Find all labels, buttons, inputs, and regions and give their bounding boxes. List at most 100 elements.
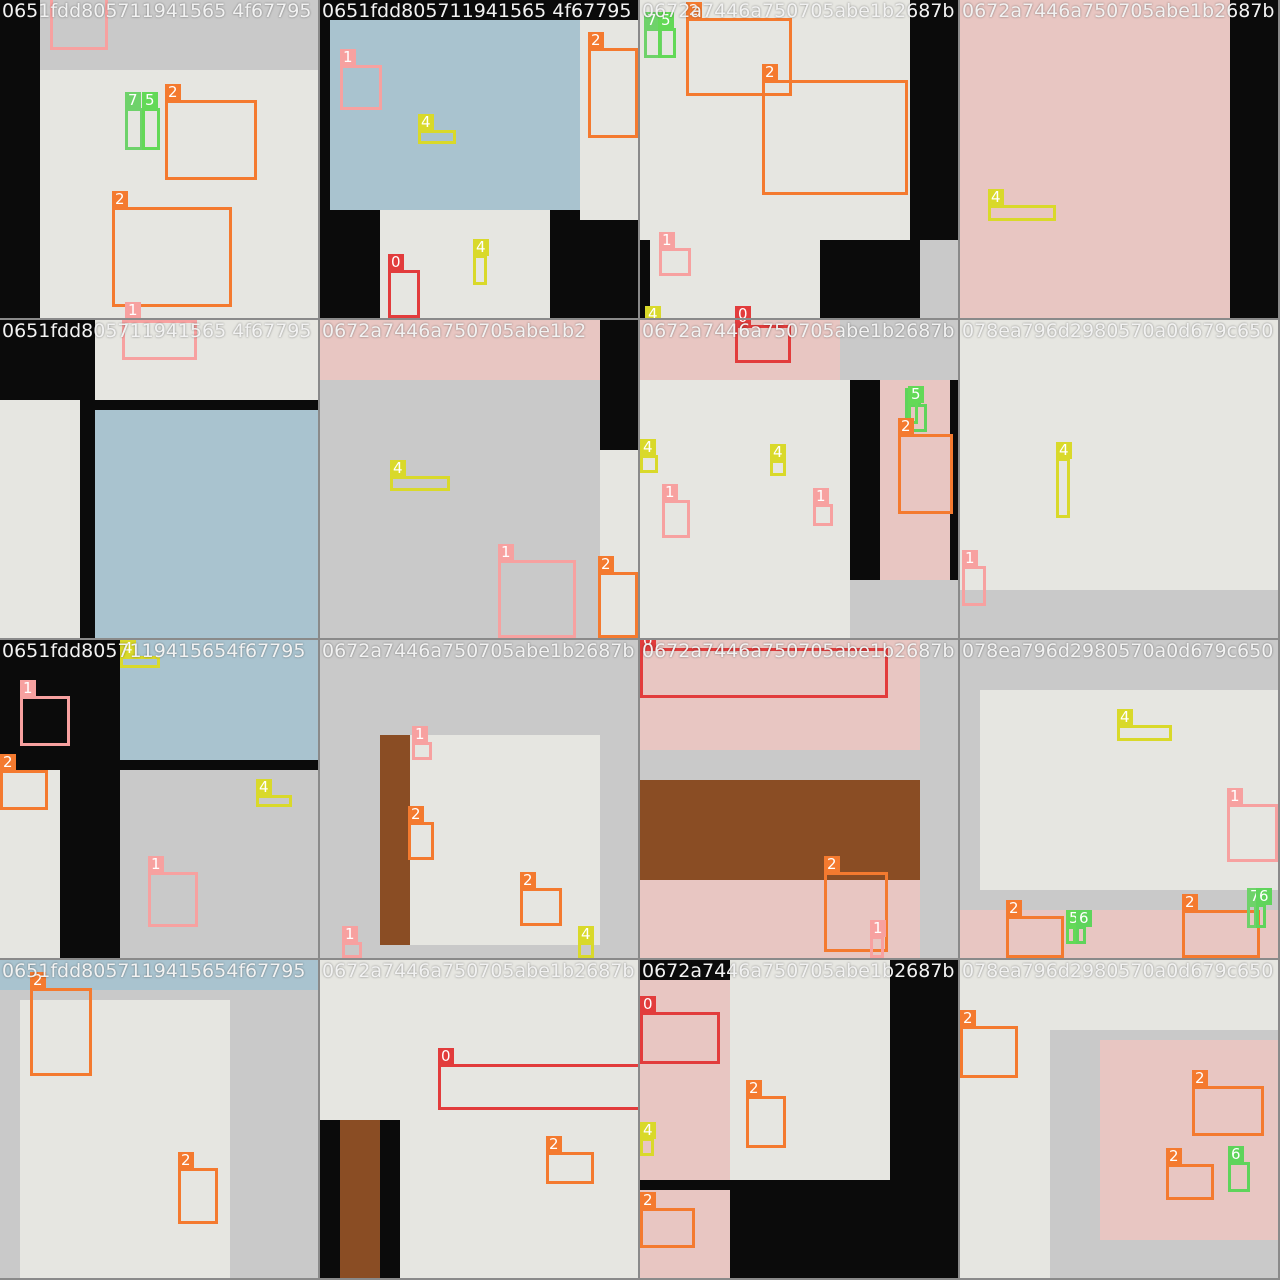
detection-class-label: 1 xyxy=(412,726,428,743)
detection-box: 4 xyxy=(256,779,292,807)
detection-box: 5 xyxy=(142,92,160,150)
photo-region xyxy=(0,400,80,638)
mosaic-tile: 0672a7446a750705abe1b2687b04411652 xyxy=(640,320,958,638)
detection-class-label: 2 xyxy=(1006,900,1022,917)
tile-filename: 0672a7446a750705abe1b2687b xyxy=(322,960,635,982)
photo-region xyxy=(650,240,820,318)
mosaic-tile: 0672a7446a750705abe1b2687b 0 2 1 xyxy=(640,640,958,958)
detection-box: 2 xyxy=(0,754,48,810)
photo-region xyxy=(380,735,600,945)
detection-box: 1 xyxy=(148,856,198,927)
mosaic-tile: 078ea796d2980570a0d679c650 4 1 xyxy=(960,320,1278,638)
detection-box: 2 xyxy=(898,418,953,514)
detection-class-label: 1 xyxy=(498,544,514,561)
detection-box: 6 xyxy=(1256,888,1272,928)
detection-class-label: 1 xyxy=(962,550,978,567)
tile-filename: 0672a7446a750705abe1b2687b xyxy=(642,640,955,662)
detection-class-label: 2 xyxy=(1166,1148,1182,1165)
detection-class-label: 2 xyxy=(112,191,128,208)
detection-box: 4 xyxy=(578,926,594,958)
detection-box: 4 xyxy=(1056,442,1072,518)
photo-region xyxy=(640,0,910,240)
detection-class-label: 2 xyxy=(0,754,16,771)
detection-box: 2 xyxy=(546,1136,594,1184)
photo-region xyxy=(0,770,60,958)
detection-class-label: 2 xyxy=(762,64,778,81)
detection-class-label: 2 xyxy=(746,1080,762,1097)
detection-box: 2 xyxy=(165,84,257,180)
detection-class-label: 2 xyxy=(898,418,914,435)
mosaic-tile: 0672a7446a750705abe1b2687b 1 2 2 1 4 xyxy=(320,640,638,958)
photo-region xyxy=(320,380,600,638)
detection-box: 4 xyxy=(988,189,1056,221)
detection-box: 2 xyxy=(1182,894,1260,958)
detection-box: 2 xyxy=(960,1010,1018,1078)
detection-box: 1 xyxy=(340,49,382,110)
photo-region xyxy=(95,320,318,400)
tile-filename: 078ea796d2980570a0d679c650 xyxy=(962,320,1274,342)
detection-class-label: 0 xyxy=(388,254,404,271)
photo-region xyxy=(1230,0,1278,318)
detection-box: 5 xyxy=(1066,910,1082,944)
detection-box: 2 xyxy=(178,1152,218,1224)
detection-class-label: 1 xyxy=(813,488,829,505)
detection-class-label: 2 xyxy=(686,2,702,19)
detection-class-label: 4 xyxy=(473,239,489,256)
tile-filename: 0672a7446a750705abe1b2687b xyxy=(642,960,955,982)
detection-class-label: 7 xyxy=(125,92,141,109)
detection-class-label: 4 xyxy=(640,439,656,456)
tile-filename: 0672a7446a750705abe1b2687b xyxy=(642,320,955,342)
photo-region xyxy=(640,320,840,380)
photo-region xyxy=(120,640,318,760)
detection-class-label: 2 xyxy=(165,84,181,101)
photo-region xyxy=(95,410,318,638)
detection-class-label: 2 xyxy=(408,806,424,823)
detection-class-label: 0 xyxy=(438,1048,454,1065)
photo-region xyxy=(960,590,1278,638)
detection-box: 2 xyxy=(520,872,562,926)
detection-box: 2 xyxy=(640,1192,695,1248)
detection-box: 2 xyxy=(598,556,638,638)
detection-box: 1 xyxy=(962,550,986,606)
detection-class-label: 0 xyxy=(640,640,656,649)
photo-region xyxy=(40,0,318,70)
mosaic-tile: 0651fdd805711941565 4f67795 1 4 2 4 0 xyxy=(320,0,638,318)
photo-region xyxy=(0,960,318,990)
detection-class-label: 4 xyxy=(578,926,594,943)
mosaic-tile: 0651fdd8057119415654f67795 4 1 2 4 1 xyxy=(0,640,318,958)
detection-class-label: 4 xyxy=(1056,442,1072,459)
detection-box: 2 xyxy=(762,64,908,195)
detection-box: 1 xyxy=(20,680,70,746)
tile-filename: 0651fdd805711941565 4f67795 xyxy=(2,0,312,22)
detection-box: 0 xyxy=(640,640,888,698)
detection-class-label: 4 xyxy=(645,306,661,318)
detection-box: 1 xyxy=(498,544,576,638)
detection-class-label: 2 xyxy=(960,1010,976,1027)
detection-box: 6 xyxy=(1228,1146,1250,1192)
tile-filename: 0651fdd805711941565 4f67795 xyxy=(322,0,632,22)
detection-box: 7 xyxy=(125,92,143,150)
detection-box: 2 xyxy=(1166,1148,1214,1200)
detection-box: 4 xyxy=(640,439,658,473)
mosaic-tile: 0672a7446a750705abe1b2687b 7 5 2 2 1 4 0 xyxy=(640,0,958,318)
detection-class-label: 2 xyxy=(30,972,46,989)
photo-region xyxy=(730,960,890,1180)
detection-class-label: 2 xyxy=(824,856,840,873)
detection-class-label: 1 xyxy=(122,320,138,321)
detection-class-label: 4 xyxy=(640,1122,656,1139)
detection-box: 2 xyxy=(824,856,888,952)
detection-class-label: 5 xyxy=(908,386,924,403)
detection-box: 4 xyxy=(770,444,786,476)
tile-filename: 0672a7446a750705abe1b2 xyxy=(322,320,587,342)
detection-box: 4 xyxy=(418,114,456,144)
detection-class-label: 2 xyxy=(598,556,614,573)
detection-box: 1 xyxy=(870,920,886,958)
detection-box: 0 xyxy=(388,254,420,318)
detection-class-label: 1 xyxy=(870,920,886,937)
mosaic-tile: 0672a7446a750705abe1b2 4 1 2 xyxy=(320,320,638,638)
detection-class-label: 4 xyxy=(390,460,406,477)
detection-class-label: 4 xyxy=(256,779,272,796)
detection-box: 2 xyxy=(30,972,92,1076)
photo-region xyxy=(340,1120,380,1278)
